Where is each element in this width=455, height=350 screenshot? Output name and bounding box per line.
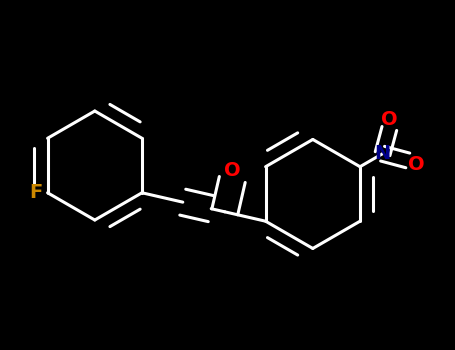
Text: O: O xyxy=(381,111,398,130)
Text: O: O xyxy=(224,161,241,180)
Text: F: F xyxy=(30,183,43,202)
Text: O: O xyxy=(408,155,425,174)
Text: N: N xyxy=(374,144,391,163)
